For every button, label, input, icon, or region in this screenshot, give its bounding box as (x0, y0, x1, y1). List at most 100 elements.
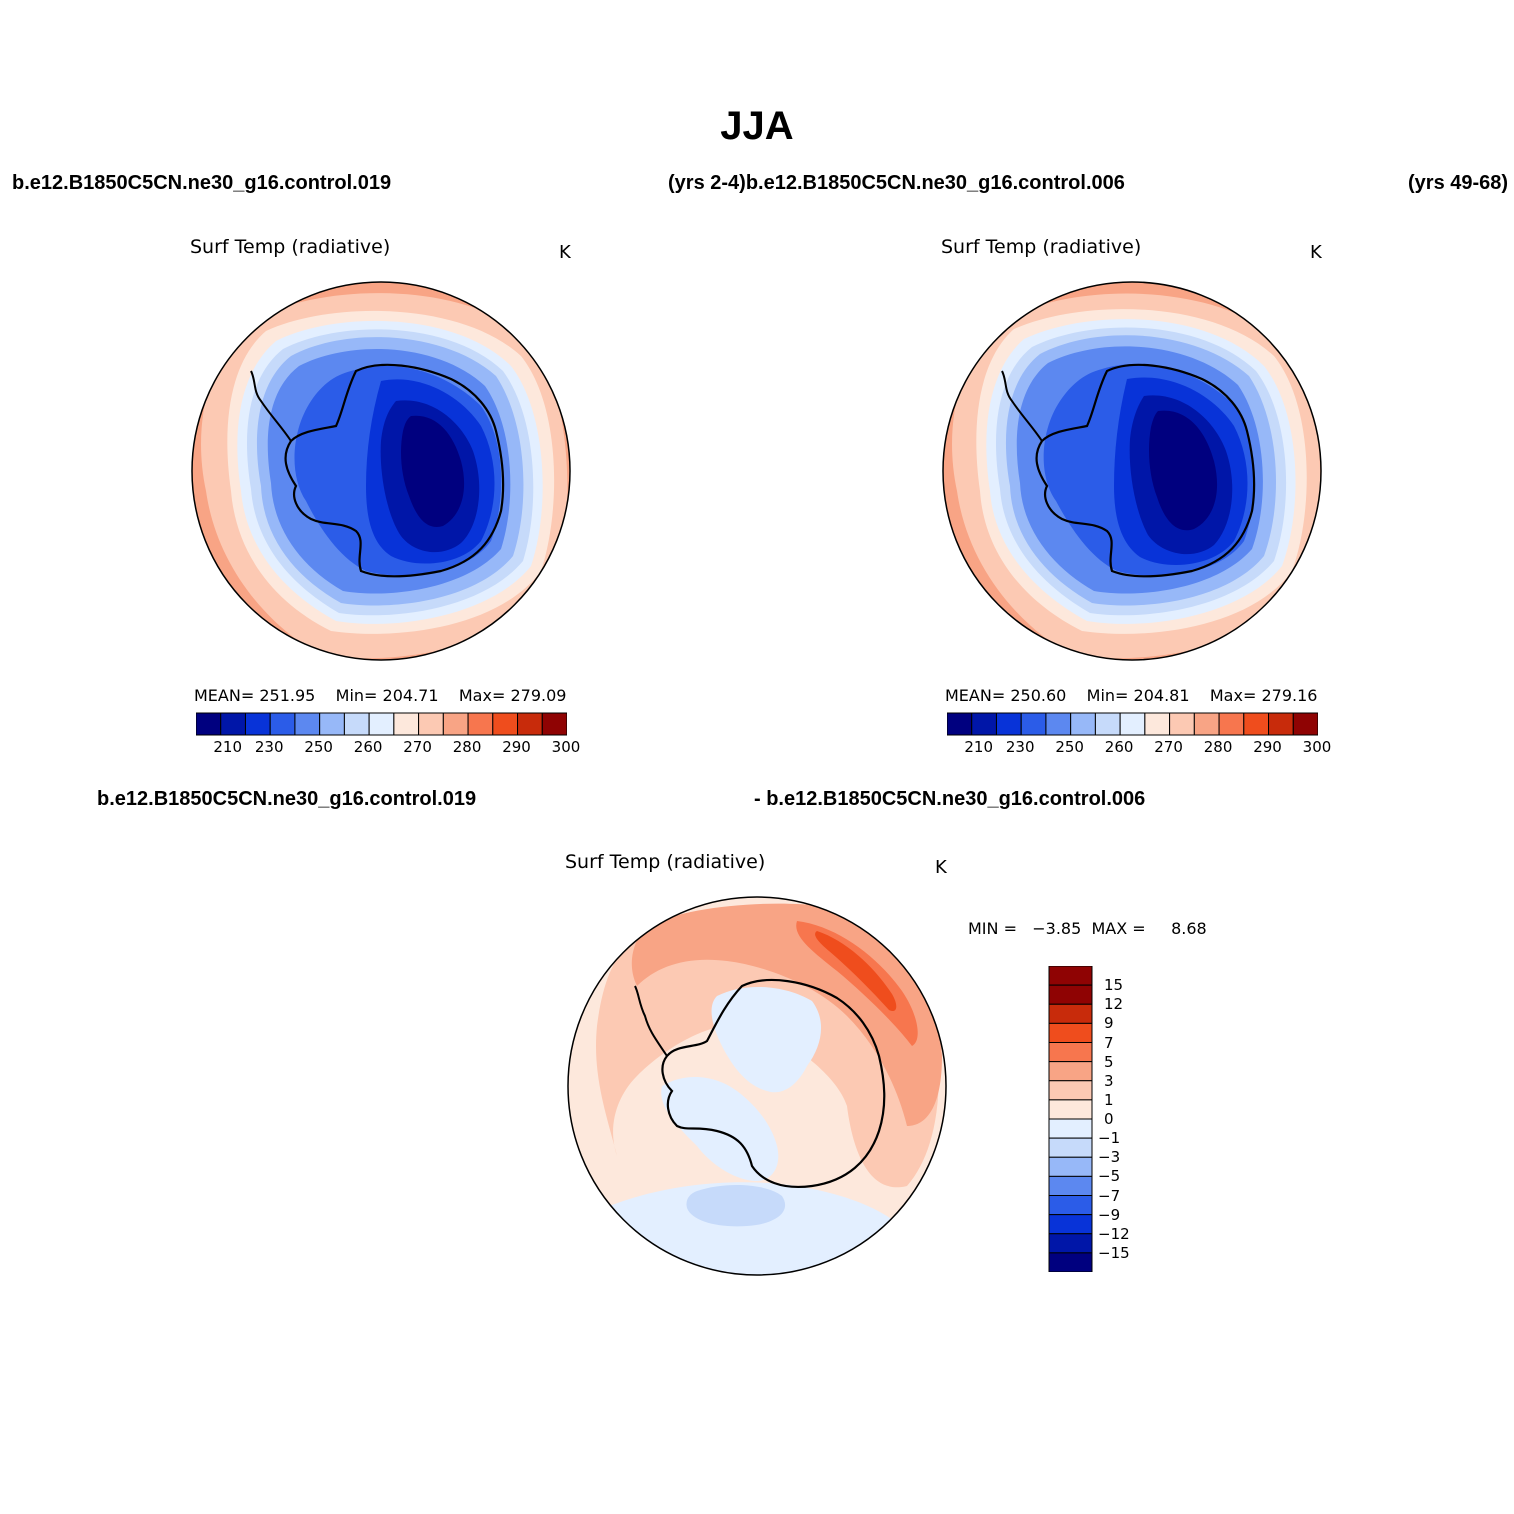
panel1-peninsula (250, 370, 292, 442)
colorbar-tick-label: 1 (1104, 1090, 1114, 1109)
colorbar-swatch (1048, 966, 1093, 986)
colorbar-tick-label: 300 (1302, 738, 1332, 756)
colorbar-swatch (1193, 712, 1220, 736)
colorbar-tick-label: 210 (964, 738, 994, 756)
colorbar-swatch (442, 712, 469, 736)
panel3-title: Surf Temp (radiative) (565, 851, 766, 873)
panel2-title: Surf Temp (radiative) (941, 236, 1142, 258)
panel1-polar-map (191, 281, 571, 661)
panel1-colorbar-ticks: 210 230 250 260 270 280 290 300 (196, 738, 580, 758)
colorbar-tick-label: 12 (1104, 995, 1124, 1014)
colorbar-tick-label: 260 (1104, 738, 1134, 756)
panel2-units: K (1310, 242, 1322, 263)
colorbar-swatch (1169, 712, 1195, 736)
panel1-mean-value: 251.95 (259, 686, 316, 705)
panel3-contour-pos5 (796, 921, 918, 1046)
panel1-stats: MEAN= 251.95 Min= 204.71 Max= 279.09 (194, 686, 566, 705)
panel1-map-border (191, 281, 571, 661)
colorbar-swatch (368, 712, 395, 736)
colorbar-tick-label: 250 (1055, 738, 1084, 756)
colorbar-swatch (971, 712, 997, 736)
colorbar-swatch (393, 712, 420, 736)
panel1-mean-label: MEAN= (194, 686, 255, 705)
panel2-mean-value: 250.60 (1010, 686, 1067, 705)
figure-title: JJA (720, 104, 794, 148)
panel1-min-label: Min= (335, 686, 378, 705)
colorbar-tick-label: 290 (1253, 738, 1282, 756)
colorbar-tick-label: 250 (304, 738, 333, 756)
colorbar-swatch (1048, 1195, 1093, 1216)
colorbar-swatch (269, 712, 296, 736)
panel2-min-label: Min= (1086, 686, 1129, 705)
colorbar-swatch (1292, 712, 1318, 736)
colorbar-swatch (1048, 1042, 1093, 1063)
panel1-units: K (559, 242, 571, 263)
panel3-colorbar (1048, 966, 1093, 1272)
panel3-contour-neg1-north (711, 986, 822, 1093)
colorbar-swatch (1268, 712, 1294, 736)
panel1-max-label: Max= (458, 686, 506, 705)
case1-header-label: b.e12.B1850C5CN.ne30_g16.control.019 (12, 172, 392, 194)
years-case2-header-label: (yrs 2-4)b.e12.B1850C5CN.ne30_g16.contro… (668, 172, 1125, 194)
colorbar-swatch (1119, 712, 1146, 736)
panel2-stats: MEAN= 250.60 Min= 204.81 Max= 279.16 (945, 686, 1317, 705)
colorbar-tick-label: 270 (1154, 738, 1183, 756)
colorbar-tick-label: −5 (1098, 1167, 1121, 1186)
colorbar-tick-label: 7 (1104, 1033, 1114, 1052)
colorbar-swatch (196, 712, 222, 736)
panel3-map-border (567, 896, 947, 1276)
colorbar-tick-label: 280 (452, 738, 482, 756)
panel1-max-value: 279.09 (510, 686, 567, 705)
colorbar-swatch (418, 712, 444, 736)
colorbar-tick-label: 15 (1104, 976, 1124, 995)
colorbar-swatch (319, 712, 345, 736)
panel1-min-value: 204.71 (382, 686, 439, 705)
panel2-contour-205 (1149, 410, 1218, 531)
colorbar-swatch (492, 712, 519, 736)
colorbar-swatch (1048, 1061, 1093, 1082)
colorbar-tick-label: 3 (1104, 1071, 1114, 1090)
colorbar-swatch (1243, 712, 1270, 736)
colorbar-swatch (1048, 1156, 1093, 1177)
colorbar-tick-label: 290 (502, 738, 531, 756)
colorbar-swatch (1045, 712, 1072, 736)
colorbar-tick-label: 280 (1203, 738, 1233, 756)
colorbar-swatch (1070, 712, 1096, 736)
panel3-contour-pos7 (815, 931, 897, 1012)
colorbar-tick-label: −12 (1098, 1224, 1130, 1243)
colorbar-swatch (1048, 1233, 1093, 1254)
panel1-contour-205 (401, 415, 465, 527)
panel3-contour-neg3-south (686, 1184, 786, 1227)
panel3-minmax: MIN = −3.85 MAX = 8.68 (968, 919, 1207, 938)
colorbar-swatch (294, 712, 321, 736)
colorbar-swatch (1048, 1175, 1093, 1197)
colorbar-swatch (1048, 1118, 1093, 1139)
colorbar-tick-label: 5 (1104, 1052, 1114, 1071)
colorbar-swatch (1048, 984, 1093, 1005)
colorbar-swatch (467, 712, 494, 736)
panel3-units: K (935, 857, 947, 878)
colorbar-swatch (1048, 1003, 1093, 1024)
panel2-min-value: 204.81 (1133, 686, 1190, 705)
diff-case1-label: b.e12.B1850C5CN.ne30_g16.control.019 (97, 788, 477, 810)
colorbar-swatch (995, 712, 1022, 736)
panel2-colorbar-ticks: 210 230 250 260 270 280 290 300 (947, 738, 1331, 758)
colorbar-swatch (1048, 1080, 1093, 1101)
colorbar-tick-label: 230 (254, 738, 284, 756)
colorbar-swatch (220, 712, 246, 736)
panel2-colorbar (947, 712, 1318, 736)
colorbar-swatch (541, 712, 567, 736)
colorbar-tick-label: 260 (353, 738, 383, 756)
panel2-max-label: Max= (1209, 686, 1257, 705)
colorbar-tick-label: 270 (403, 738, 432, 756)
colorbar-tick-label: 300 (551, 738, 581, 756)
colorbar-swatch (1048, 1022, 1093, 1044)
colorbar-swatch (1020, 712, 1047, 736)
colorbar-tick-label: −3 (1098, 1148, 1121, 1167)
colorbar-swatch (1048, 1099, 1093, 1120)
colorbar-swatch (343, 712, 370, 736)
colorbar-swatch (1048, 1252, 1093, 1272)
panel1-colorbar (196, 712, 567, 736)
colorbar-swatch (1048, 1137, 1093, 1158)
colorbar-swatch (1218, 712, 1245, 736)
